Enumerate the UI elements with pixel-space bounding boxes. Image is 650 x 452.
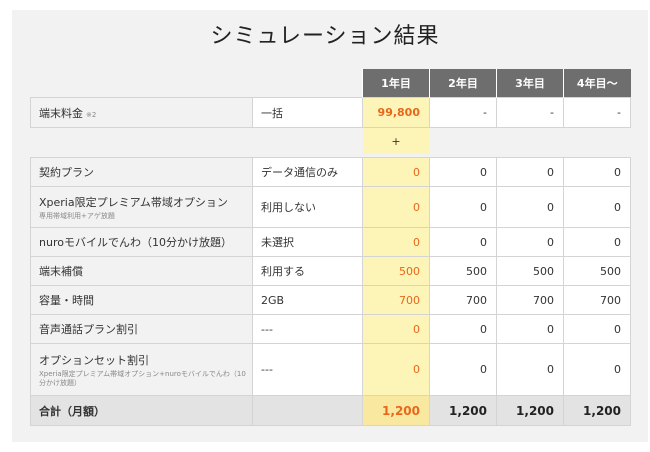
row-label: 端末料金 ※2 xyxy=(30,97,253,128)
total-label: 合計（月額） xyxy=(30,395,253,426)
cell-year-3: - xyxy=(496,97,564,128)
cell-year-2: 0 xyxy=(429,227,497,257)
plus-sign: + xyxy=(391,134,401,148)
row-note: 専用帯域利用+アゲ放題 xyxy=(39,211,115,220)
cell-year-4: 500 xyxy=(563,256,631,286)
monthly-fee-table: 契約プラン データ通信のみ 0 0 0 0 Xperia限定プレミアム帯域オプシ… xyxy=(30,157,631,426)
cell-year-3: 0 xyxy=(496,186,564,228)
row-selection: --- xyxy=(252,343,363,396)
row-label: 容量・時間 xyxy=(30,285,253,315)
row-label: 端末補償 xyxy=(30,256,253,286)
year-header-row: 1年目 2年目 3年目 4年目〜 xyxy=(31,69,631,98)
cell-year-4: 0 xyxy=(563,314,631,344)
row-note: Xperia限定プレミアム帯域オプション+nuroモバイルでんわ（10分かけ放題… xyxy=(39,369,246,387)
row-label: 音声通話プラン割引 xyxy=(30,314,253,344)
cell-year-2: 0 xyxy=(429,157,497,187)
cell-year-2: 0 xyxy=(429,343,497,396)
cell-year-3: 0 xyxy=(496,227,564,257)
cell-year-2: 700 xyxy=(429,285,497,315)
cell-year-4: 0 xyxy=(563,157,631,187)
cell-year-2: - xyxy=(429,97,497,128)
row-selection: 一括 xyxy=(252,97,363,128)
year-header-1: 1年目 xyxy=(362,69,430,98)
row-label: Xperia限定プレミアム帯域オプション 専用帯域利用+アゲ放題 xyxy=(30,186,253,228)
page-title: シミュレーション結果 xyxy=(210,24,440,49)
device-fee-row: 端末料金 ※2 一括 99,800 - - - xyxy=(30,97,631,128)
cell-year-1: 99,800 xyxy=(362,97,430,128)
cell-year-2: 0 xyxy=(429,314,497,344)
year-header-2: 2年目 xyxy=(429,69,497,98)
cell-year-1: 0 xyxy=(362,157,430,187)
cell-year-3: 0 xyxy=(496,314,564,344)
cell-year-1: 0 xyxy=(362,314,430,344)
year-header-4: 4年目〜 xyxy=(563,69,631,98)
cell-year-4: 0 xyxy=(563,186,631,228)
row-label: オプションセット割引 Xperia限定プレミアム帯域オプション+nuroモバイルで… xyxy=(30,343,253,396)
table-row: Xperia限定プレミアム帯域オプション 専用帯域利用+アゲ放題 利用しない 0 … xyxy=(30,186,631,228)
cell-year-3: 700 xyxy=(496,285,564,315)
total-year-3: 1,200 xyxy=(496,395,564,426)
table-row: オプションセット割引 Xperia限定プレミアム帯域オプション+nuroモバイルで… xyxy=(30,343,631,396)
cell-year-3: 0 xyxy=(496,343,564,396)
table-row: 容量・時間 2GB 700 700 700 700 xyxy=(30,285,631,315)
cell-year-4: 0 xyxy=(563,343,631,396)
cell-year-2: 0 xyxy=(429,186,497,228)
cell-year-4: 700 xyxy=(563,285,631,315)
plus-row: + xyxy=(31,127,631,154)
cell-year-1: 700 xyxy=(362,285,430,315)
total-year-1: 1,200 xyxy=(362,395,430,426)
total-year-2: 1,200 xyxy=(429,395,497,426)
row-selection: 利用しない xyxy=(252,186,363,228)
row-label: 契約プラン xyxy=(30,157,253,187)
cell-year-1: 0 xyxy=(362,227,430,257)
cell-year-1: 0 xyxy=(362,186,430,228)
table-row: 端末補償 利用する 500 500 500 500 xyxy=(30,256,631,286)
cell-year-3: 0 xyxy=(496,157,564,187)
cell-year-4: 0 xyxy=(563,227,631,257)
total-row: 合計（月額） 1,200 1,200 1,200 1,200 xyxy=(30,395,631,426)
row-selection: 利用する xyxy=(252,256,363,286)
table-row: nuroモバイルでんわ（10分かけ放題） 未選択 0 0 0 0 xyxy=(30,227,631,257)
cell-year-1: 0 xyxy=(362,343,430,396)
row-selection: データ通信のみ xyxy=(252,157,363,187)
row-selection: --- xyxy=(252,314,363,344)
row-selection: 未選択 xyxy=(252,227,363,257)
cell-year-3: 500 xyxy=(496,256,564,286)
row-label: nuroモバイルでんわ（10分かけ放題） xyxy=(30,227,253,257)
row-selection: 2GB xyxy=(252,285,363,315)
device-fee-table: 1年目 2年目 3年目 4年目〜 端末料金 ※2 一括 99,800 - - - … xyxy=(30,69,631,154)
footnote-mark: ※2 xyxy=(86,110,97,119)
table-row: 契約プラン データ通信のみ 0 0 0 0 xyxy=(30,157,631,187)
table-row: 音声通話プラン割引 --- 0 0 0 0 xyxy=(30,314,631,344)
year-header-3: 3年目 xyxy=(496,69,564,98)
cell-year-4: - xyxy=(563,97,631,128)
cell-year-1: 500 xyxy=(362,256,430,286)
cell-year-2: 500 xyxy=(429,256,497,286)
total-year-4: 1,200 xyxy=(563,395,631,426)
